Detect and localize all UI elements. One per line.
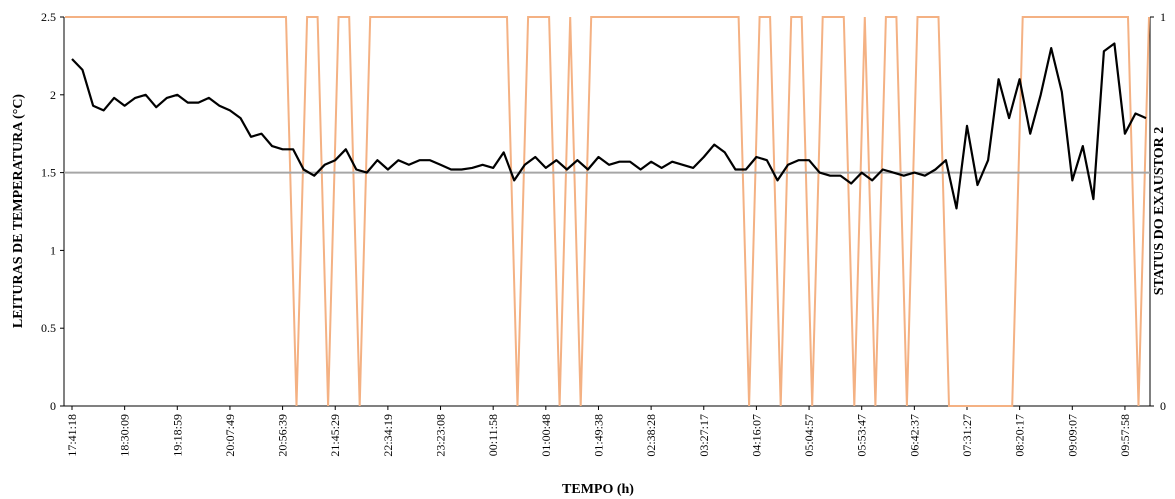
left-tick-label: 0.5 — [41, 321, 56, 335]
x-tick-label: 22:34:19 — [381, 414, 395, 457]
x-tick-label: 04:16:07 — [749, 414, 763, 457]
left-tick-label: 0 — [50, 399, 56, 413]
status-line — [65, 16, 1150, 407]
x-tick-label: 09:57:58 — [1118, 414, 1132, 457]
x-tick-label: 05:53:47 — [855, 414, 869, 457]
x-tick-label: 18:30:09 — [118, 414, 132, 457]
x-tick-label: 02:38:28 — [644, 414, 658, 457]
x-tick-label: 21:45:29 — [328, 414, 342, 457]
left-axis-title: LEITURAS DE TEMPERATURA (°C) — [11, 94, 26, 329]
right-y-axis: 01 — [1150, 10, 1166, 413]
x-tick-label: 20:07:49 — [223, 414, 237, 457]
left-tick-label: 1.5 — [41, 166, 56, 180]
x-tick-label: 09:09:07 — [1065, 414, 1079, 457]
left-tick-label: 1 — [50, 243, 56, 257]
right-axis-title: STATUS DO EXAUSTOR 2 — [1152, 127, 1167, 295]
x-tick-label: 23:23:08 — [434, 414, 448, 457]
temperature-line — [71, 42, 1147, 210]
right-tick-label: 1 — [1160, 10, 1166, 24]
left-y-axis: 0 0.5 1 1.5 2 2.5 — [41, 10, 64, 413]
right-tick-label: 0 — [1160, 399, 1166, 413]
left-tick-label: 2 — [50, 88, 56, 102]
x-axis: 17:41:18 18:30:09 19:18:59 20:07:49 20:56:39… — [65, 406, 1132, 457]
plot-frame — [63, 17, 1151, 407]
x-tick-label: 01:49:38 — [591, 414, 605, 457]
left-tick-label: 2.5 — [41, 10, 56, 24]
x-tick-label: 01:00:48 — [539, 414, 553, 457]
x-tick-label: 00:11:58 — [486, 414, 500, 456]
x-tick-label: 08:20:17 — [1013, 414, 1027, 457]
x-tick-label: 17:41:18 — [65, 414, 79, 457]
x-tick-label: 06:42:37 — [907, 414, 921, 457]
x-tick-label: 03:27:17 — [697, 414, 711, 457]
x-tick-label: 19:18:59 — [170, 414, 184, 457]
x-tick-label: 07:31:27 — [960, 414, 974, 457]
series-layer — [64, 16, 1150, 407]
x-tick-label: 20:56:39 — [276, 414, 290, 457]
x-tick-label: 05:04:57 — [802, 414, 816, 457]
x-axis-title: TEMPO (h) — [562, 482, 634, 497]
